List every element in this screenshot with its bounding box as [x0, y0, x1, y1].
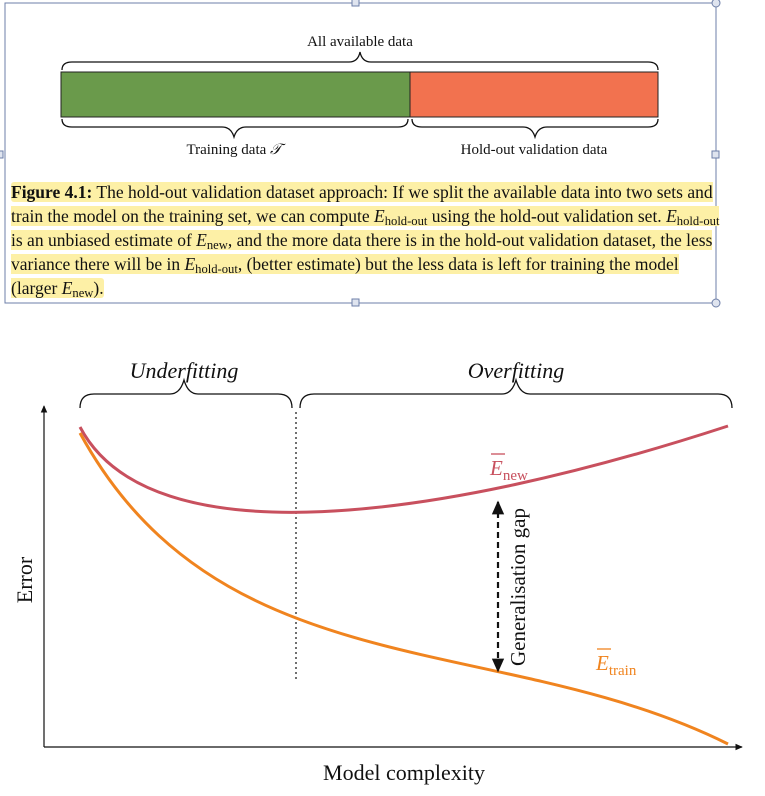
y-axis-label: Error	[12, 556, 37, 603]
resize-handle-left[interactable]	[0, 150, 4, 159]
figure-panel[interactable]: All available data Training data 𝒯 Hold-…	[0, 0, 765, 310]
resize-handle-right[interactable]	[711, 150, 720, 159]
training-data-label: Training data 𝒯	[186, 142, 286, 158]
caption-highlight: Figure 4.1: The hold-out validation data…	[11, 182, 720, 301]
caption-text: ).	[93, 278, 104, 298]
overfitting-brace	[299, 377, 733, 409]
holdout-data-label: Hold-out validation data	[461, 142, 608, 158]
math-sub: new	[206, 238, 228, 253]
math-e: E	[61, 278, 73, 298]
training-data-bar	[60, 71, 411, 118]
holdout-brace	[411, 118, 659, 140]
caption-text: is an unbiased estimate of	[11, 230, 197, 250]
e-new-label: Enew	[489, 456, 528, 484]
resize-handle-top-right[interactable]	[711, 0, 721, 8]
math-e: E	[184, 254, 196, 274]
math-e: E	[374, 206, 385, 226]
e-train-curve	[78, 432, 729, 746]
caption-text: using the hold-out validation set.	[427, 206, 667, 226]
math-e: E	[666, 206, 677, 226]
underfitting-label: Underfitting	[130, 358, 239, 383]
math-sub: hold-out	[195, 262, 238, 277]
x-axis-label: Model complexity	[323, 760, 485, 785]
e-new-curve	[78, 424, 729, 514]
all-data-brace	[61, 51, 659, 71]
caption-label: Figure 4.1:	[11, 182, 93, 202]
figure-caption: Figure 4.1: The hold-out validation data…	[11, 180, 721, 300]
e-train-label: Etrain	[595, 651, 637, 679]
caption-text: , and the more data there is in the hold…	[11, 230, 713, 274]
all-data-label: All available data	[307, 34, 413, 50]
math-sub: new	[72, 286, 94, 301]
data-split-diagram: All available data Training data 𝒯 Hold-…	[0, 0, 721, 308]
caption-text: The hold-out validation dataset approach…	[11, 182, 713, 226]
overfitting-label: Overfitting	[468, 358, 565, 383]
resize-handle-top[interactable]	[351, 0, 360, 7]
training-brace	[61, 118, 409, 140]
math-sub: hold-out	[676, 214, 720, 229]
math-sub: hold-out	[384, 214, 428, 229]
holdout-data-bar	[409, 71, 659, 118]
caption-text: , (better estimate) but the less data is…	[11, 254, 679, 298]
resize-handle-bottom[interactable]	[351, 298, 360, 307]
generalisation-gap-label: Generalisation gap	[506, 508, 530, 666]
math-e: E	[196, 230, 207, 250]
bias-variance-plot: Error Model complexity Underfitting Over…	[12, 358, 743, 785]
underfitting-brace	[79, 377, 293, 409]
resize-handle-bottom-right[interactable]	[711, 298, 721, 308]
